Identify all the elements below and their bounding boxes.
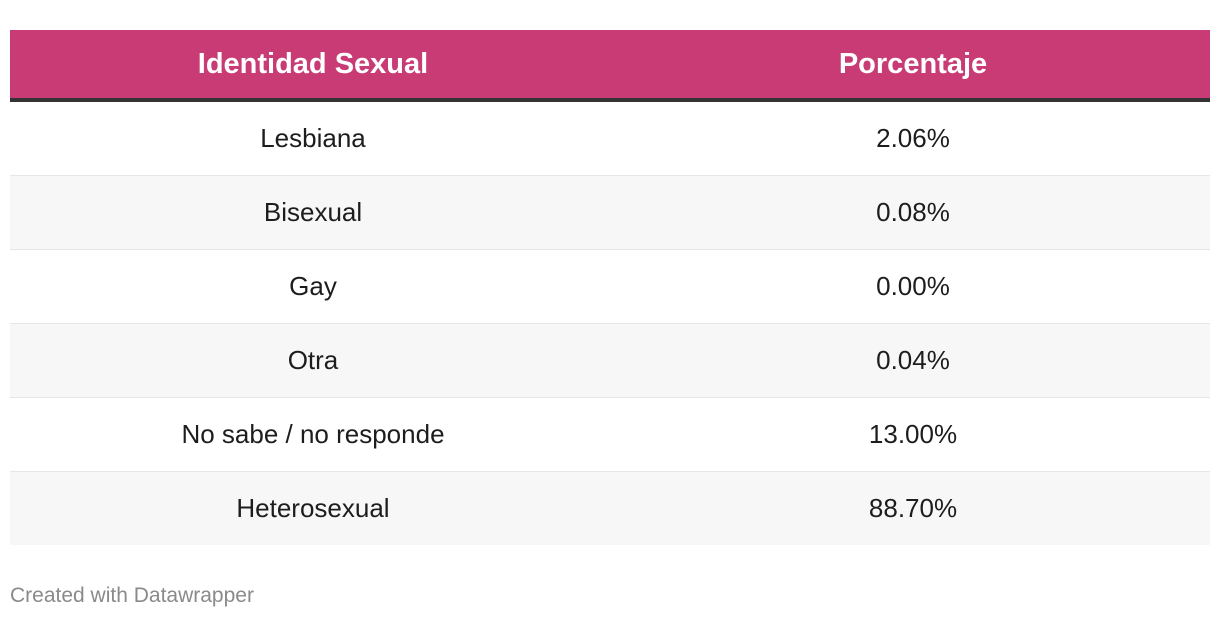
row-value: 0.08%: [616, 175, 1210, 250]
column-header-porcentaje: Porcentaje: [616, 30, 1210, 102]
table-row: No sabe / no responde 13.00%: [10, 397, 1210, 472]
row-label: Otra: [10, 323, 616, 398]
data-table: Identidad Sexual Porcentaje Lesbiana 2.0…: [10, 30, 1210, 545]
row-label: Bisexual: [10, 175, 616, 250]
row-label: No sabe / no responde: [10, 397, 616, 472]
row-value: 0.00%: [616, 249, 1210, 324]
table-row: Lesbiana 2.06%: [10, 100, 1210, 176]
row-label: Lesbiana: [10, 100, 616, 176]
table-header: Identidad Sexual Porcentaje: [10, 30, 1210, 102]
row-value: 88.70%: [616, 471, 1210, 545]
row-value: 13.00%: [616, 397, 1210, 472]
table-row: Heterosexual 88.70%: [10, 471, 1210, 545]
row-label: Heterosexual: [10, 471, 616, 545]
datawrapper-credit-link[interactable]: Created with Datawrapper: [10, 584, 254, 607]
table-row: Bisexual 0.08%: [10, 175, 1210, 250]
column-header-identidad: Identidad Sexual: [10, 30, 616, 102]
table-row: Gay 0.00%: [10, 249, 1210, 324]
table-body: Lesbiana 2.06% Bisexual 0.08% Gay 0.00% …: [10, 100, 1210, 545]
table-row: Otra 0.04%: [10, 323, 1210, 398]
datawrapper-table-container: Identidad Sexual Porcentaje Lesbiana 2.0…: [10, 30, 1210, 545]
row-value: 2.06%: [616, 100, 1210, 176]
row-value: 0.04%: [616, 323, 1210, 398]
row-label: Gay: [10, 249, 616, 324]
header-row: Identidad Sexual Porcentaje: [10, 30, 1210, 102]
